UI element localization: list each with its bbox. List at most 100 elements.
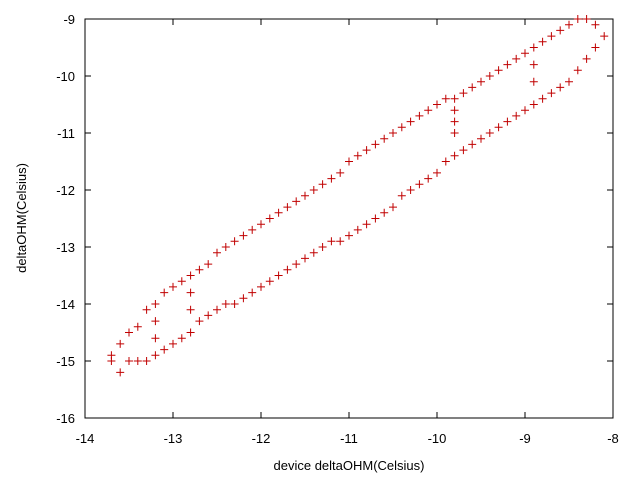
point (565, 77, 573, 86)
point (389, 129, 397, 137)
point (186, 271, 195, 280)
point (573, 66, 582, 75)
point (151, 334, 160, 343)
point (186, 328, 195, 337)
point (406, 186, 415, 194)
point (547, 32, 556, 41)
point (265, 214, 274, 223)
point (450, 151, 459, 160)
point (538, 94, 547, 103)
y-tick-label: -16 (56, 411, 75, 426)
point (353, 225, 362, 234)
point (116, 339, 125, 348)
point (186, 305, 195, 314)
point (529, 43, 538, 52)
x-tick-label: -14 (76, 431, 95, 446)
point (309, 186, 318, 194)
point (160, 345, 169, 354)
x-axis-label: device deltaOHM(Celsius) (274, 458, 425, 473)
point (327, 174, 336, 183)
point (582, 54, 591, 63)
point (318, 243, 327, 251)
point (177, 277, 186, 286)
y-tick-label: -12 (56, 183, 75, 198)
point (221, 243, 230, 251)
point (213, 305, 221, 314)
point (248, 288, 257, 297)
point (345, 157, 353, 166)
point (389, 203, 397, 212)
point (274, 271, 283, 280)
point (521, 106, 529, 115)
x-tick-label: -8 (607, 431, 619, 446)
point (371, 214, 380, 223)
point (485, 129, 494, 137)
point (292, 197, 301, 206)
point (397, 191, 406, 200)
point (362, 146, 371, 155)
point (204, 311, 213, 320)
y-tick-label: -10 (56, 69, 75, 84)
point (257, 282, 265, 291)
point (450, 117, 459, 126)
y-tick-label: -15 (56, 354, 75, 369)
point (406, 117, 415, 126)
point (582, 15, 591, 23)
point (529, 100, 538, 109)
y-axis-label: deltaOHM(Celsius) (14, 163, 29, 273)
point (125, 357, 133, 365)
point (380, 134, 389, 143)
point (177, 334, 186, 343)
point (213, 248, 221, 257)
point (521, 49, 529, 58)
point (459, 89, 468, 98)
point (248, 225, 257, 234)
point (529, 77, 538, 86)
point (415, 180, 424, 189)
point (133, 357, 142, 365)
point (485, 72, 494, 80)
point (433, 168, 441, 177)
point (477, 134, 485, 143)
point (309, 248, 318, 257)
point (345, 231, 353, 240)
point (556, 26, 565, 35)
point (494, 66, 503, 75)
point (433, 100, 441, 109)
point (169, 282, 177, 291)
x-tick-label: -10 (428, 431, 447, 446)
point (468, 140, 477, 149)
point (160, 288, 169, 297)
point (529, 60, 538, 69)
point (169, 339, 177, 348)
point (186, 288, 195, 297)
y-tick-label: -13 (56, 240, 75, 255)
point (151, 300, 160, 308)
point (195, 265, 204, 274)
point (600, 32, 609, 41)
y-tick-label: -14 (56, 297, 75, 312)
point (230, 237, 239, 246)
point (336, 168, 345, 177)
point (116, 368, 125, 377)
point (151, 317, 160, 326)
point (195, 317, 204, 326)
point (301, 191, 309, 200)
point (353, 151, 362, 160)
point (327, 237, 336, 246)
point (239, 294, 248, 303)
point (424, 106, 433, 115)
point (538, 37, 547, 46)
y-tick-label: -9 (63, 12, 75, 27)
point (292, 260, 301, 269)
point (547, 89, 556, 98)
point (503, 117, 512, 126)
point (503, 60, 512, 69)
point (441, 94, 450, 103)
point (107, 351, 116, 360)
point (477, 77, 485, 86)
point (265, 277, 274, 286)
point (142, 357, 151, 365)
point (468, 83, 477, 92)
point (450, 106, 459, 115)
